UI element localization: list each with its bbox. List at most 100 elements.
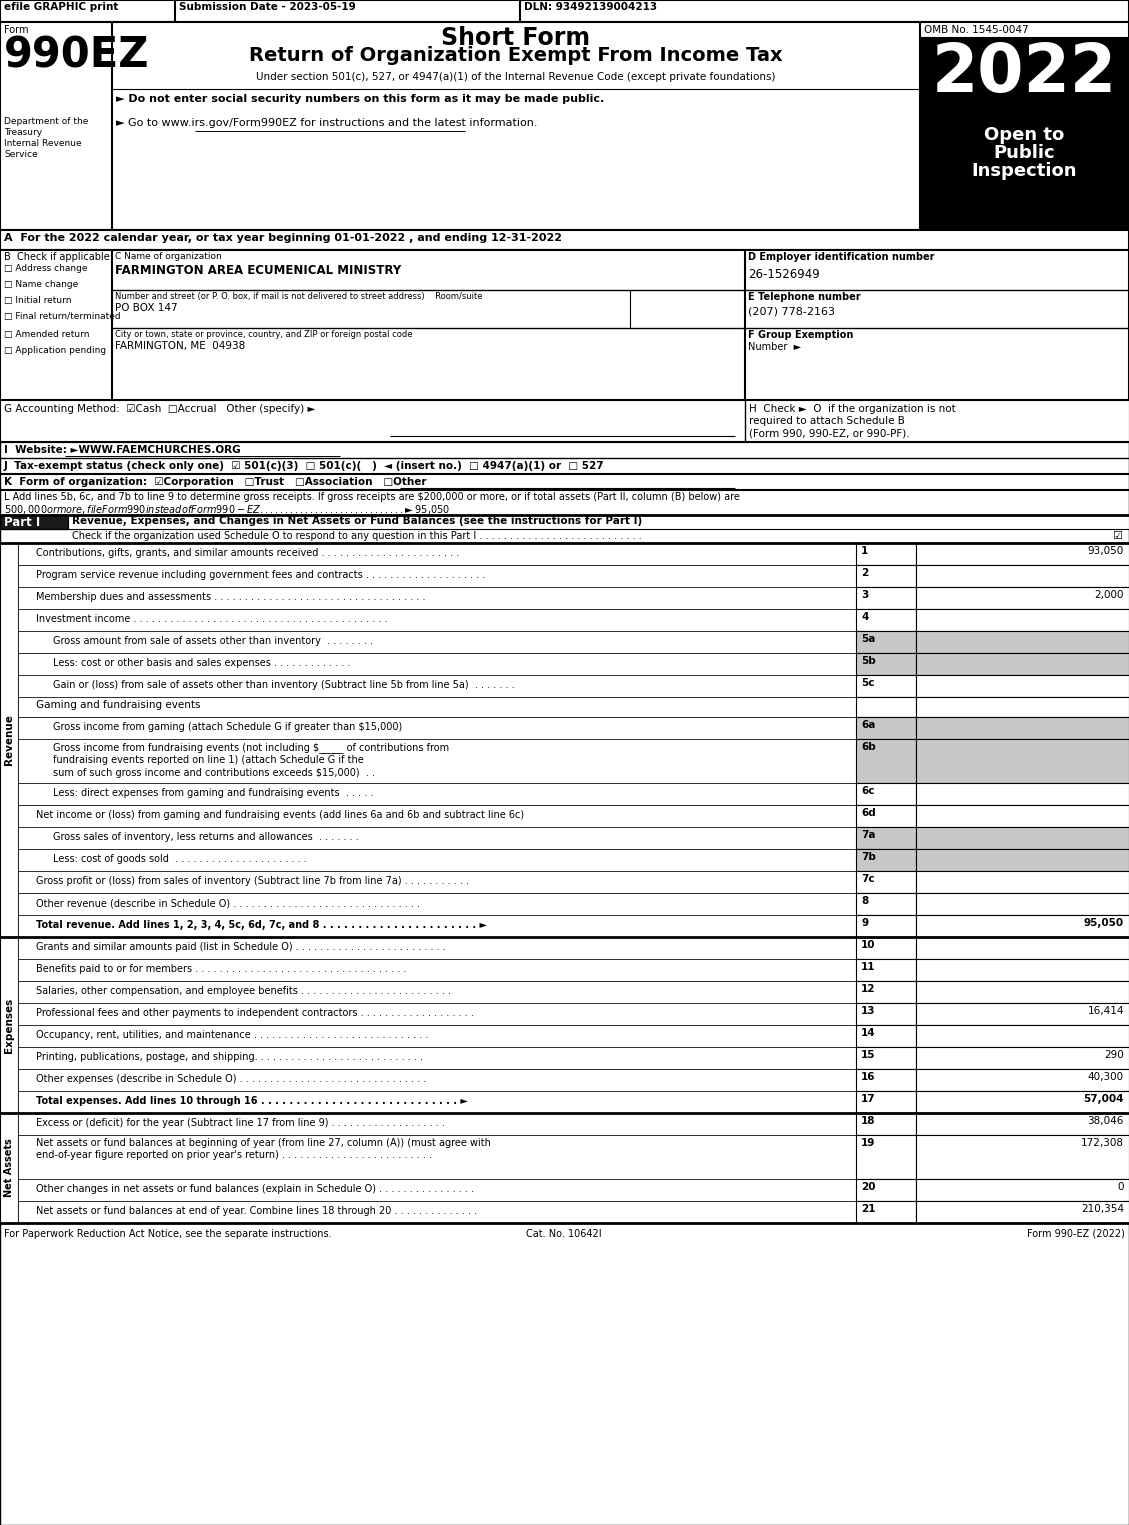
Text: Revenue, Expenses, and Changes in Net Assets or Fund Balances (see the instructi: Revenue, Expenses, and Changes in Net As…: [72, 515, 642, 526]
Text: Salaries, other compensation, and employee benefits . . . . . . . . . . . . . . : Salaries, other compensation, and employ…: [36, 987, 450, 996]
Text: 210,354: 210,354: [1080, 1205, 1124, 1214]
Text: Grants and similar amounts paid (list in Schedule O) . . . . . . . . . . . . . .: Grants and similar amounts paid (list in…: [36, 942, 446, 952]
Text: 7c: 7c: [861, 874, 875, 884]
Text: A  For the 2022 calendar year, or tax year beginning 01-01-2022 , and ending 12-: A For the 2022 calendar year, or tax yea…: [5, 233, 562, 242]
Text: (207) 778-2163: (207) 778-2163: [749, 307, 835, 316]
Bar: [856, 1025, 916, 1048]
Text: Occupancy, rent, utilities, and maintenance . . . . . . . . . . . . . . . . . . : Occupancy, rent, utilities, and maintena…: [36, 1029, 428, 1040]
Text: Gross sales of inventory, less returns and allowances  . . . . . . .: Gross sales of inventory, less returns a…: [53, 833, 359, 842]
Text: $500,000 or more, file Form 990 instead of Form 990-EZ . . . . . . . . . . . . .: $500,000 or more, file Form 990 instead …: [5, 503, 450, 515]
Text: F Group Exemption: F Group Exemption: [749, 329, 854, 340]
Bar: [18, 676, 856, 697]
Text: G Accounting Method:  ☑Cash  □Accrual   Other (specify) ►: G Accounting Method: ☑Cash □Accrual Othe…: [5, 404, 315, 413]
Text: DLN: 93492139004213: DLN: 93492139004213: [524, 2, 657, 12]
Bar: [18, 1202, 856, 1223]
Text: Gaming and fundraising events: Gaming and fundraising events: [36, 700, 201, 711]
Text: L Add lines 5b, 6c, and 7b to line 9 to determine gross receipts. If gross recei: L Add lines 5b, 6c, and 7b to line 9 to …: [5, 493, 739, 502]
Bar: [856, 740, 916, 782]
Bar: [916, 782, 1129, 805]
Text: 4: 4: [861, 612, 868, 622]
Text: 2: 2: [861, 567, 868, 578]
Bar: [856, 697, 916, 717]
Bar: [18, 1090, 856, 1113]
Bar: [856, 805, 916, 827]
Text: Program service revenue including government fees and contracts . . . . . . . . : Program service revenue including govern…: [36, 570, 485, 580]
Bar: [18, 587, 856, 608]
Bar: [18, 543, 856, 564]
Text: Gain or (loss) from sale of assets other than inventory (Subtract line 5b from l: Gain or (loss) from sale of assets other…: [53, 680, 515, 689]
Bar: [18, 564, 856, 587]
Text: Number  ►: Number ►: [749, 342, 802, 352]
Text: H  Check ►  O  if the organization is not: H Check ► O if the organization is not: [749, 404, 956, 413]
Text: Gross income from gaming (attach Schedule G if greater than $15,000): Gross income from gaming (attach Schedul…: [53, 721, 402, 732]
Text: Cat. No. 10642I: Cat. No. 10642I: [526, 1229, 602, 1238]
Text: FARMINGTON, ME  04938: FARMINGTON, ME 04938: [115, 342, 245, 351]
Text: 2,000: 2,000: [1094, 590, 1124, 599]
Text: Other expenses (describe in Schedule O) . . . . . . . . . . . . . . . . . . . . : Other expenses (describe in Schedule O) …: [36, 1074, 427, 1084]
Text: □ Initial return: □ Initial return: [5, 296, 71, 305]
Bar: [18, 981, 856, 1003]
Text: Contributions, gifts, grants, and similar amounts received . . . . . . . . . . .: Contributions, gifts, grants, and simila…: [36, 547, 460, 558]
Text: Expenses: Expenses: [5, 997, 14, 1052]
Text: Return of Organization Exempt From Income Tax: Return of Organization Exempt From Incom…: [250, 46, 782, 66]
Bar: [916, 1179, 1129, 1202]
Text: 10: 10: [861, 939, 875, 950]
Bar: [916, 805, 1129, 827]
Bar: [916, 631, 1129, 653]
Bar: [856, 915, 916, 936]
Text: Gross amount from sale of assets other than inventory  . . . . . . . .: Gross amount from sale of assets other t…: [53, 636, 373, 647]
Text: Gross profit or (loss) from sales of inventory (Subtract line 7b from line 7a) .: Gross profit or (loss) from sales of inv…: [36, 875, 469, 886]
Text: Department of the: Department of the: [5, 117, 88, 127]
Text: Net assets or fund balances at beginning of year (from line 27, column (A)) (mus: Net assets or fund balances at beginning…: [36, 1138, 491, 1148]
Text: □ Name change: □ Name change: [5, 281, 78, 290]
Bar: [0, 936, 18, 1113]
Text: 13: 13: [861, 1006, 875, 1016]
Text: 5b: 5b: [861, 656, 876, 666]
Bar: [856, 894, 916, 915]
Bar: [18, 653, 856, 676]
Text: Net income or (loss) from gaming and fundraising events (add lines 6a and 6b and: Net income or (loss) from gaming and fun…: [36, 810, 524, 820]
Bar: [856, 676, 916, 697]
Text: Form: Form: [5, 24, 28, 35]
Text: 6a: 6a: [861, 720, 875, 730]
Text: Membership dues and assessments . . . . . . . . . . . . . . . . . . . . . . . . : Membership dues and assessments . . . . …: [36, 592, 426, 602]
Text: Excess or (deficit) for the year (Subtract line 17 from line 9) . . . . . . . . : Excess or (deficit) for the year (Subtra…: [36, 1118, 445, 1128]
Text: Less: direct expenses from gaming and fundraising events  . . . . .: Less: direct expenses from gaming and fu…: [53, 788, 374, 798]
Bar: [856, 1048, 916, 1069]
Bar: [856, 1179, 916, 1202]
Text: C Name of organization: C Name of organization: [115, 252, 221, 261]
Text: Professional fees and other payments to independent contractors . . . . . . . . : Professional fees and other payments to …: [36, 1008, 474, 1019]
Bar: [916, 959, 1129, 981]
Text: K  Form of organization:  ☑Corporation   □Trust   □Association   □Other: K Form of organization: ☑Corporation □Tr…: [5, 477, 427, 486]
Bar: [916, 936, 1129, 959]
Text: 6c: 6c: [861, 785, 875, 796]
Bar: [916, 1048, 1129, 1069]
Text: 7b: 7b: [861, 852, 876, 862]
Bar: [916, 697, 1129, 717]
Bar: [916, 827, 1129, 849]
Text: 14: 14: [861, 1028, 876, 1039]
Text: Treasury: Treasury: [5, 128, 42, 137]
Text: Number and street (or P. O. box, if mail is not delivered to street address)    : Number and street (or P. O. box, if mail…: [115, 291, 482, 300]
Bar: [916, 1202, 1129, 1223]
Bar: [18, 1113, 856, 1135]
Bar: [916, 653, 1129, 676]
Bar: [916, 1025, 1129, 1048]
Bar: [856, 587, 916, 608]
Bar: [0, 1113, 18, 1223]
Bar: [856, 936, 916, 959]
Bar: [18, 740, 856, 782]
Text: 990EZ: 990EZ: [5, 34, 149, 76]
Bar: [18, 1025, 856, 1048]
Bar: [856, 543, 916, 564]
Text: Net Assets: Net Assets: [5, 1139, 14, 1197]
Text: 15: 15: [861, 1051, 875, 1060]
Bar: [18, 894, 856, 915]
Text: 17: 17: [861, 1093, 876, 1104]
Text: 26-1526949: 26-1526949: [749, 268, 820, 281]
Text: Under section 501(c), 527, or 4947(a)(1) of the Internal Revenue Code (except pr: Under section 501(c), 527, or 4947(a)(1)…: [256, 72, 776, 82]
Bar: [0, 250, 1129, 400]
Text: 3: 3: [861, 590, 868, 599]
Text: end-of-year figure reported on prior year's return) . . . . . . . . . . . . . . : end-of-year figure reported on prior yea…: [36, 1150, 432, 1161]
Text: Public: Public: [994, 143, 1054, 162]
